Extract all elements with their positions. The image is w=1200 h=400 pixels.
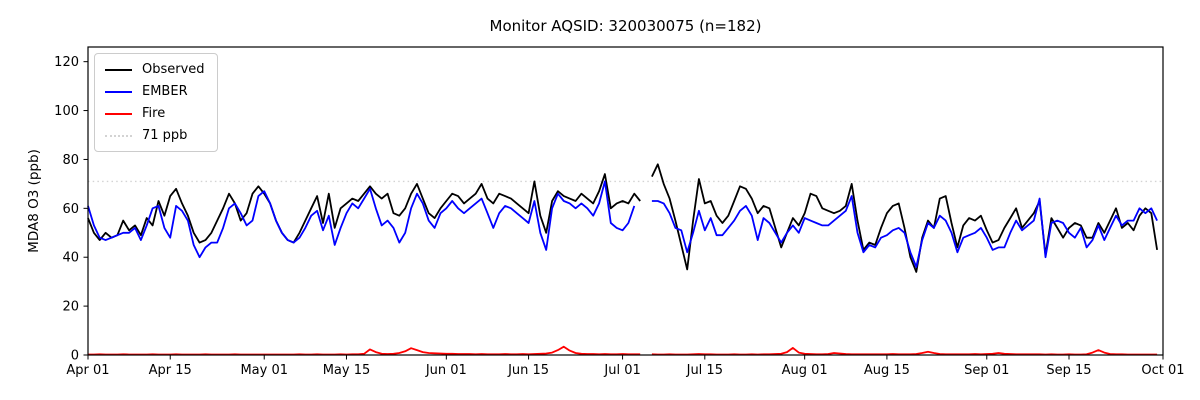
y-tick-label: 0 — [71, 349, 79, 364]
legend-label: 71 ppb — [142, 128, 188, 143]
legend: Observed EMBER Fire 71 ppb — [94, 53, 218, 152]
x-tick-label: Sep 01 — [964, 363, 1009, 378]
chart-title: Monitor AQSID: 320030075 (n=182) — [489, 17, 762, 35]
x-tick-label: Oct 01 — [1141, 363, 1184, 378]
legend-label: Fire — [142, 106, 166, 121]
ember-line-swatch — [105, 90, 132, 93]
x-tick-label: Aug 15 — [864, 363, 910, 378]
y-tick-label: 60 — [62, 202, 79, 217]
plot-border — [87, 46, 1164, 356]
x-tick-label: Jun 15 — [507, 363, 549, 378]
x-tick-label: Apr 01 — [66, 363, 109, 378]
x-tick-label: Sep 15 — [1046, 363, 1091, 378]
x-tick-label: May 15 — [323, 363, 371, 378]
x-tick-label: Jun 01 — [425, 363, 467, 378]
legend-item-observed: Observed — [105, 62, 205, 77]
x-tick-label: May 01 — [240, 363, 288, 378]
observed-line-swatch — [105, 68, 132, 71]
y-axis-label: MDA8 O3 (ppb) — [26, 149, 42, 253]
legend-item-71ppb: 71 ppb — [105, 128, 205, 143]
series-line-observed — [87, 163, 1158, 273]
x-tick-label: Aug 01 — [782, 363, 828, 378]
threshold-line-swatch — [105, 134, 132, 137]
y-tick-label: 80 — [62, 153, 79, 168]
series-lines-layer — [87, 163, 1158, 356]
legend-label: Observed — [142, 62, 205, 77]
legend-item-ember: EMBER — [105, 84, 205, 99]
fire-line-swatch — [105, 112, 132, 115]
axes-layer: Apr 01 Apr 15 May 01 May 15 Jun 01 Jun 15 Jul … — [54, 46, 1185, 378]
x-tick-label: Apr 15 — [149, 363, 192, 378]
series-line-ember — [87, 180, 1158, 268]
y-tick-label: 40 — [62, 251, 79, 266]
x-tick-label: Jul 15 — [686, 363, 723, 378]
series-line-fire — [88, 345, 1158, 356]
legend-item-fire: Fire — [105, 106, 205, 121]
y-tick-label: 20 — [62, 300, 79, 315]
y-tick-label: 100 — [54, 104, 79, 119]
x-tick-label: Jul 01 — [603, 363, 640, 378]
y-tick-label: 120 — [54, 55, 79, 70]
legend-label: EMBER — [142, 84, 188, 99]
